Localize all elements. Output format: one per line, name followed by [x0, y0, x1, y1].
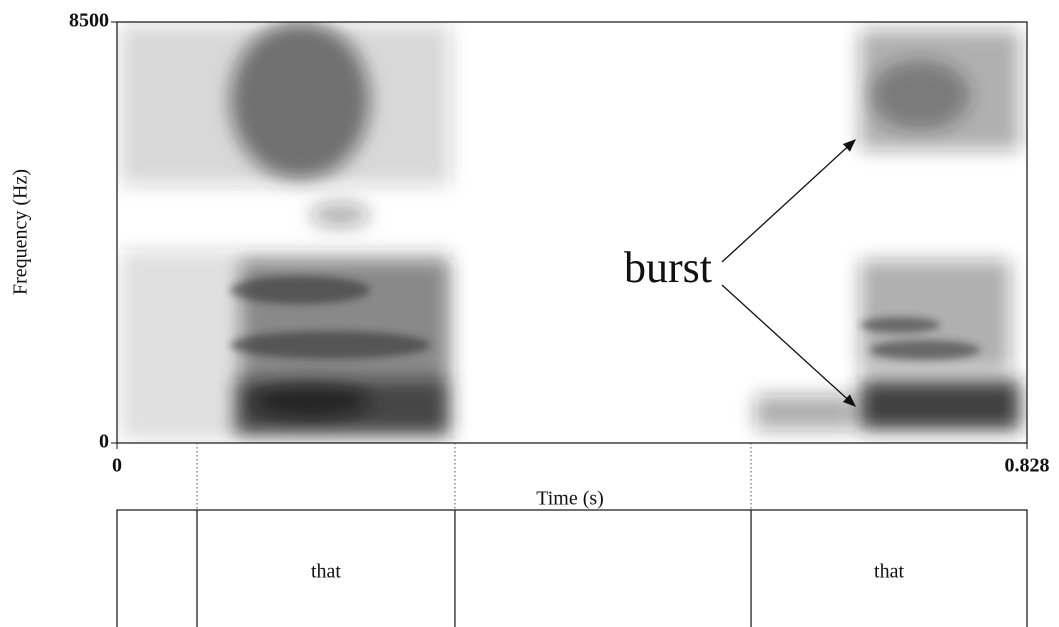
interval-label: that — [874, 561, 904, 583]
x-axis-label: Time (s) — [536, 488, 604, 510]
arrow — [721, 284, 856, 407]
y-tick-label: 0 — [99, 431, 109, 453]
annotation: burst — [624, 243, 712, 292]
plot-frame — [116, 21, 1028, 444]
spectrogram-image — [120, 22, 1020, 440]
interval-label: that — [311, 561, 341, 583]
tier-frame — [116, 509, 1028, 627]
x-tick-label: 0.828 — [1005, 455, 1050, 477]
x-tick-label: 0 — [112, 455, 122, 477]
y-axis-label: Frequency (Hz) — [10, 169, 32, 295]
y-tick-label: 8500 — [69, 10, 109, 32]
arrow — [721, 139, 856, 263]
